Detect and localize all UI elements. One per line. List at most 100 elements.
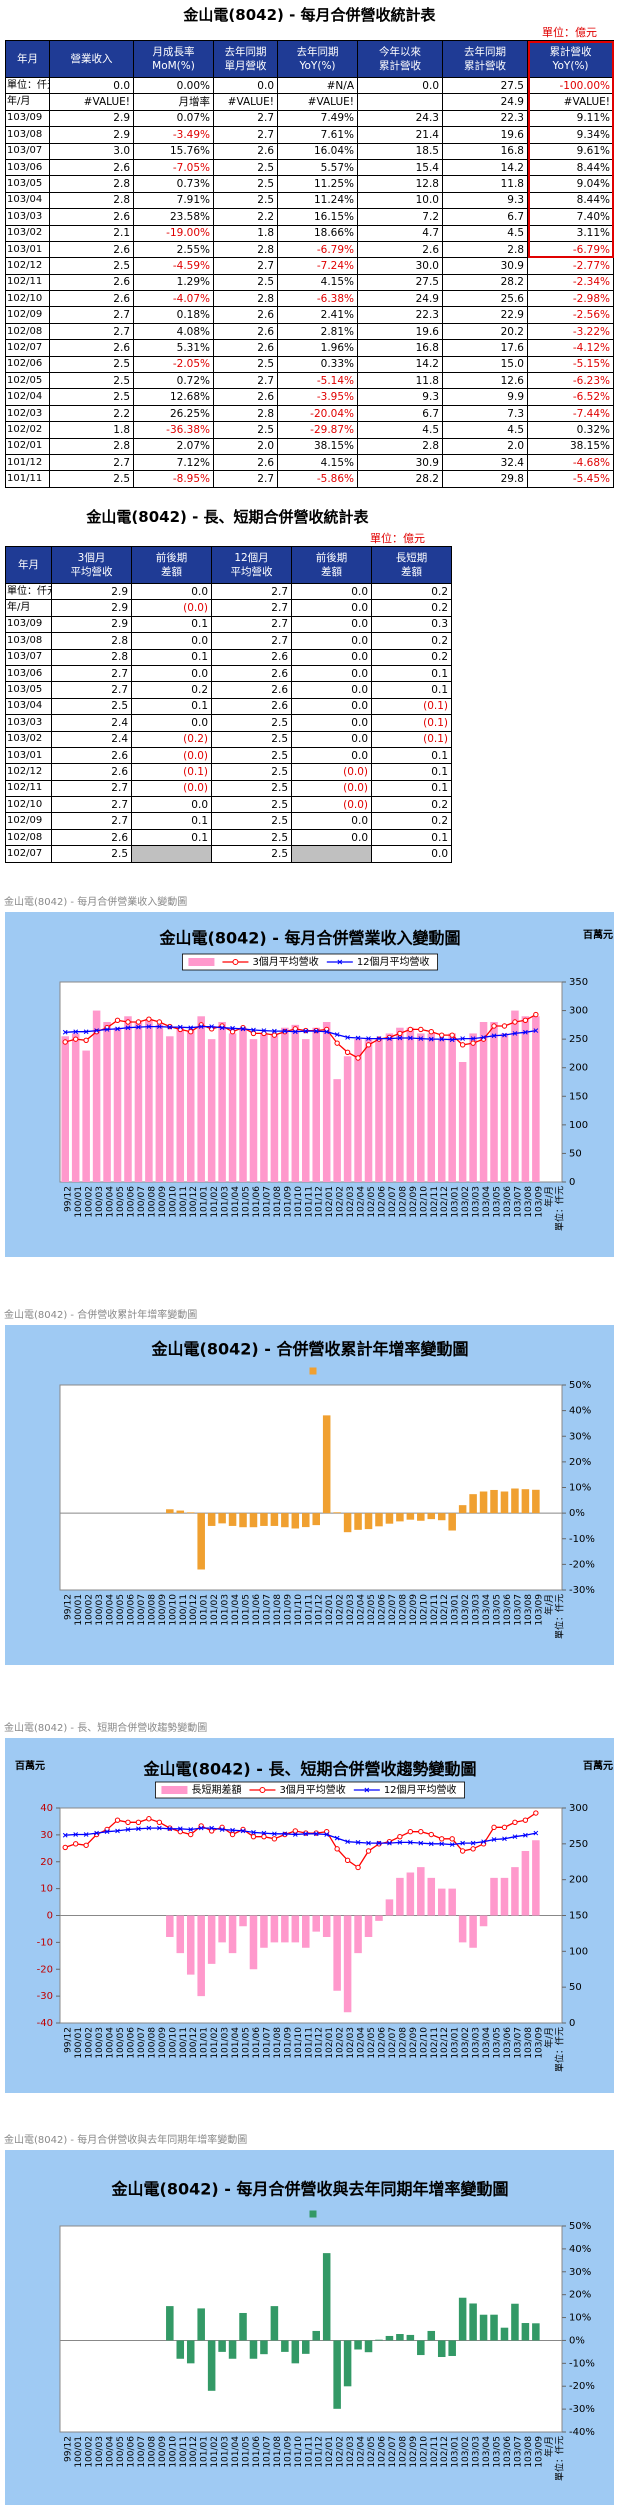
x-tick-label: 101/07: [262, 1186, 272, 1218]
x-tick-label: 99/12: [64, 2027, 74, 2053]
bar: [239, 2312, 247, 2341]
line-marker: [345, 1035, 350, 1040]
bar: [427, 1877, 436, 1916]
x-tick-label: 102/12: [440, 1186, 450, 1218]
legend-label: 長短期差額: [191, 1783, 241, 1796]
cell: 2.5: [49, 388, 134, 406]
bar: [207, 1039, 216, 1182]
x-tick-label: 102/08: [398, 1594, 408, 1626]
cell: 2.8: [51, 648, 132, 666]
plot-area: [59, 2225, 563, 2433]
cell: 0.2: [371, 599, 452, 617]
legend-swatch: [364, 1787, 370, 1793]
cell: 0.0: [291, 697, 372, 716]
legend-swatch: [232, 959, 239, 965]
bar: [521, 1851, 530, 1916]
cell: 單位：仟元: [5, 76, 50, 95]
cell: -6.52%: [527, 388, 614, 406]
cell: -3.49%: [133, 126, 214, 144]
x-tick-label: 101/03: [221, 2436, 231, 2468]
cell: 1.96%: [277, 339, 358, 357]
cell: 0.1: [131, 648, 212, 666]
cell: 103/06: [5, 664, 52, 683]
x-tick-label: 103/01: [451, 1186, 461, 1218]
cell: 4.15%: [277, 453, 358, 472]
line-marker: [157, 1825, 162, 1831]
cell: 101/11: [5, 470, 50, 488]
bar: [448, 1888, 456, 1916]
x-tick-label: 102/04: [357, 2436, 367, 2468]
cell: 102/08: [5, 322, 50, 341]
line-marker: [114, 1817, 121, 1823]
bar: [145, 1019, 153, 1182]
line-marker: [470, 1840, 476, 1846]
cell: 0.2: [371, 796, 452, 814]
header-cell: 月成長率 MoM(%): [133, 40, 214, 78]
x-tick-label: 102/01: [325, 2027, 335, 2059]
y-tick-label: 40%: [569, 1406, 591, 1417]
x-tick-label: 101/08: [273, 2436, 283, 2468]
y-tick-label: 200: [569, 1063, 588, 1074]
cell: 2.5: [211, 796, 292, 814]
bar: [427, 1033, 436, 1182]
line-marker: [334, 1835, 340, 1841]
cell: 0.0: [49, 76, 134, 95]
line-marker: [428, 1841, 434, 1847]
cell: 2.9: [49, 109, 134, 128]
bar: [417, 1033, 425, 1182]
cell: 2.5: [211, 828, 292, 847]
x-tick-label: 103/04: [482, 2027, 492, 2059]
cell: -4.68%: [527, 453, 614, 472]
cell: 2.5: [213, 355, 278, 374]
x-tick-label: 單位：仟元: [553, 1594, 565, 1639]
line-marker: [491, 1837, 497, 1842]
cell: 102/01: [5, 437, 50, 455]
x-tick-label: 101/03: [221, 1186, 231, 1218]
bar: [479, 2314, 488, 2341]
line-marker: [83, 1832, 89, 1837]
cell: 102/07: [5, 845, 52, 863]
x-tick-label: 100/08: [147, 1186, 157, 1218]
bar: [406, 1872, 415, 1916]
line-marker: [188, 1831, 194, 1838]
line-marker: [83, 1842, 89, 1848]
line-marker: [501, 1824, 508, 1831]
x-tick-label: 100/06: [126, 1594, 136, 1626]
line-marker: [439, 1836, 445, 1842]
x-tick-label: 100/02: [85, 1594, 95, 1626]
x-tick-label: 101/02: [210, 1186, 220, 1218]
cell: 16.8: [442, 142, 528, 160]
x-tick-label: 年/月: [543, 2436, 555, 2457]
y-tick-label: 150: [569, 1911, 588, 1922]
line-marker: [136, 1024, 141, 1030]
cell: 2.8: [49, 175, 134, 193]
line-marker: [271, 1836, 278, 1842]
line: [65, 1827, 537, 1846]
bar: [166, 1915, 174, 1937]
bar: [364, 2340, 373, 2353]
x-tick-label: 101/02: [210, 2027, 220, 2059]
bar: [375, 1039, 383, 1182]
cell: 103/08: [5, 126, 50, 144]
cell: -6.38%: [277, 290, 358, 308]
bar: [354, 1039, 362, 1182]
x-tick-label: 102/09: [409, 2027, 419, 2059]
x-tick-label: 101/09: [283, 1594, 293, 1626]
x-tick-label: 101/05: [242, 1186, 252, 1218]
bar: [396, 1513, 404, 1522]
x-tick-label: 102/04: [357, 1186, 367, 1218]
cell: 28.2: [442, 273, 528, 292]
cell: 16.04%: [277, 142, 358, 160]
cell: 102/10: [5, 796, 52, 814]
cell: 102/05: [5, 372, 50, 390]
cell: 4.08%: [133, 322, 214, 341]
header-cell: 12個月 平均營收: [211, 546, 292, 584]
bar: [260, 1033, 268, 1182]
header-cell: 前後期 差額: [291, 546, 372, 584]
line-marker: [387, 1840, 392, 1846]
x-tick-label: 102/06: [377, 2436, 387, 2468]
bar: [197, 1915, 205, 1997]
cell: 0.0: [131, 582, 212, 601]
bar: [406, 1513, 415, 1520]
x-tick-label: 100/01: [74, 1594, 84, 1626]
